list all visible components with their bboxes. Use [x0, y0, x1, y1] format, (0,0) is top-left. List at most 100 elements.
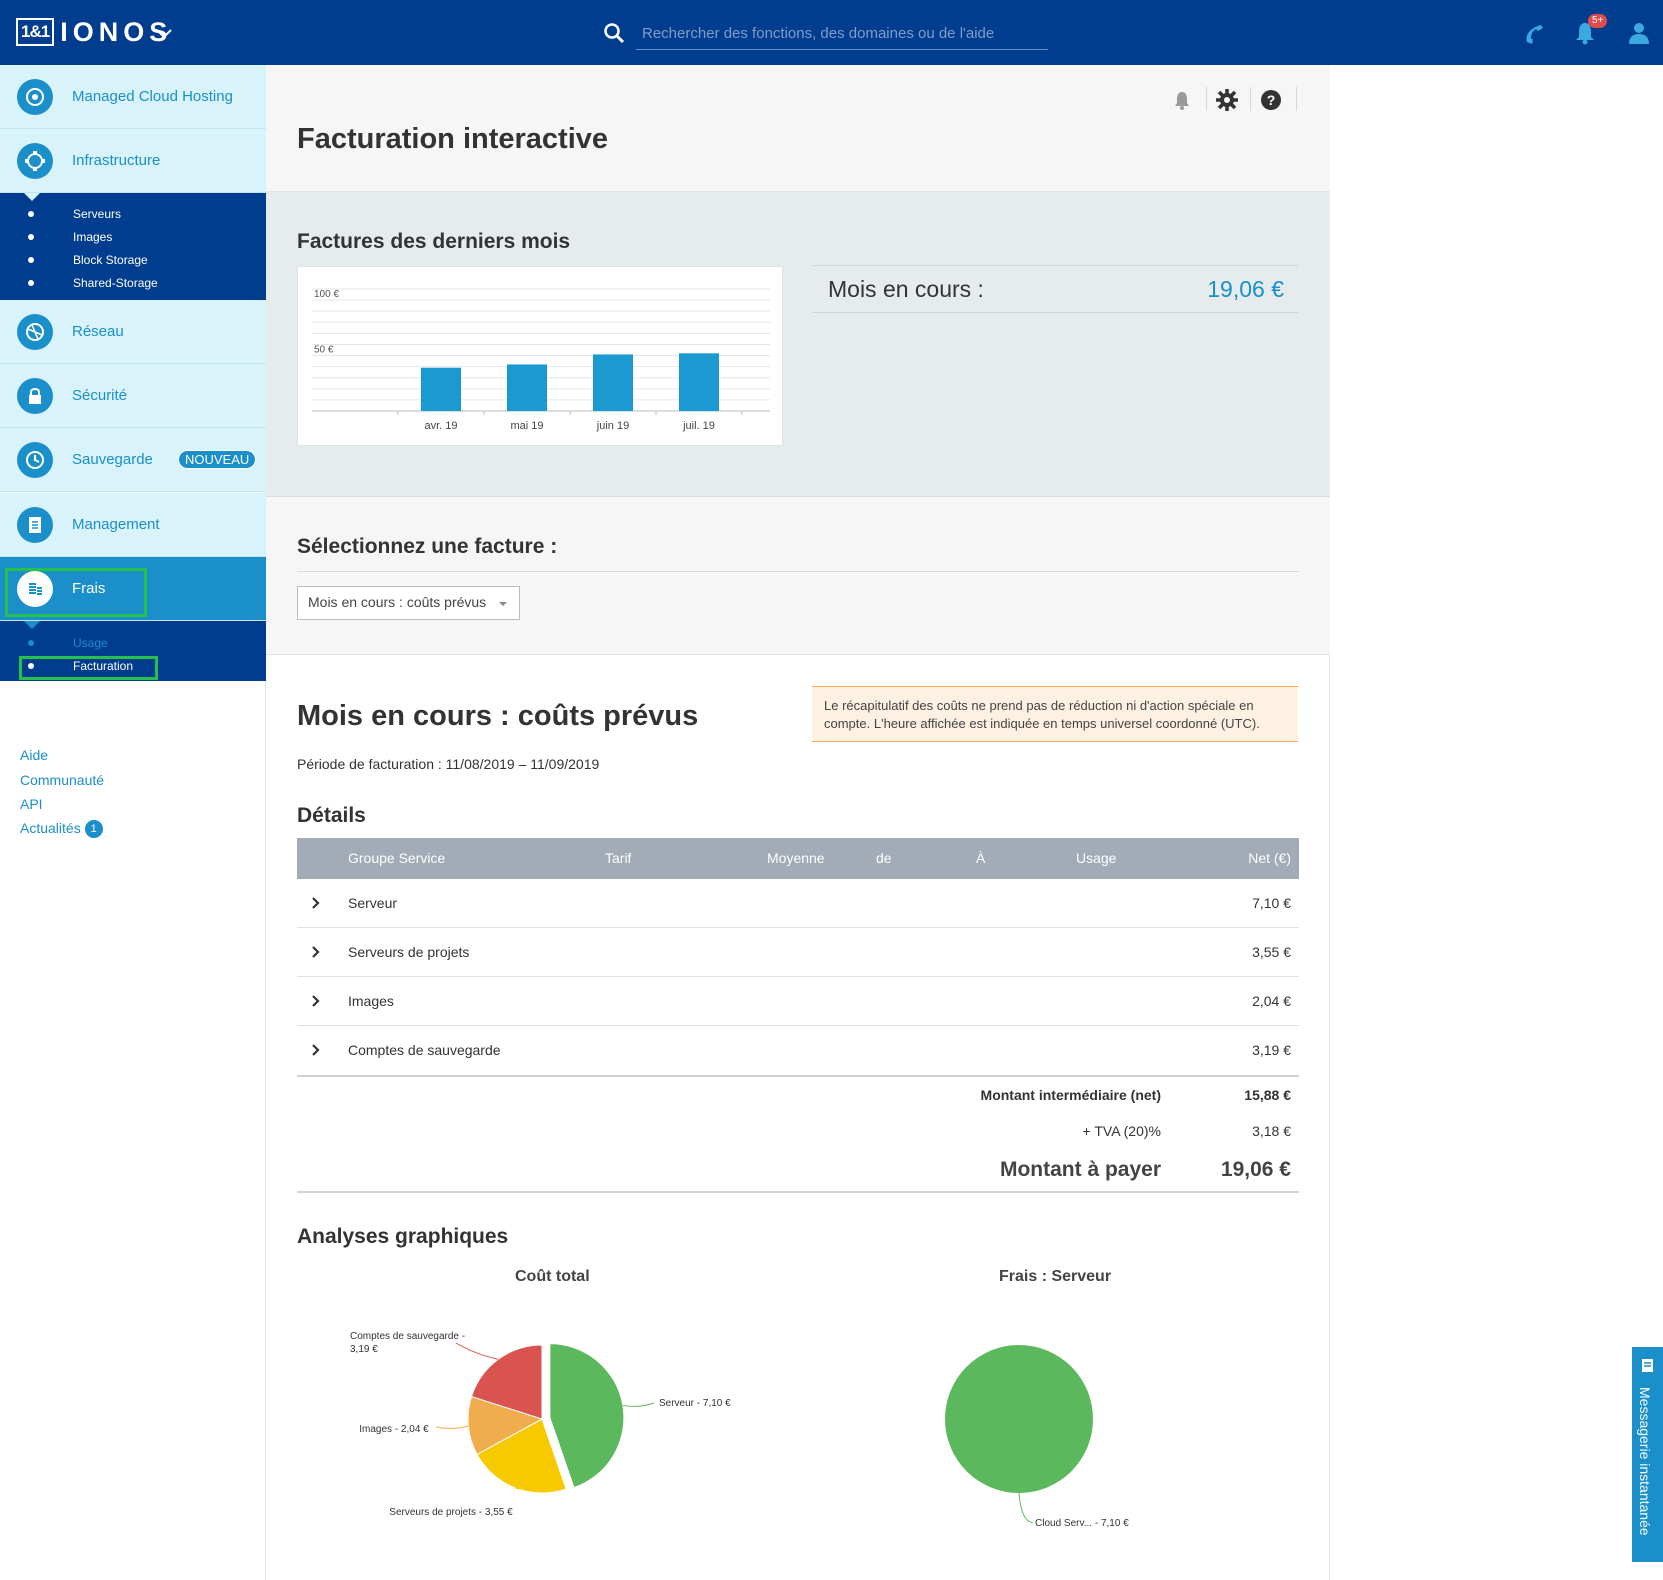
- pie-connector: [435, 1425, 469, 1430]
- pie-title: Coût total: [515, 1268, 590, 1285]
- subnav-images[interactable]: Images: [0, 225, 266, 248]
- row-net: 3,19 €: [1252, 1042, 1291, 1058]
- nav-securite[interactable]: Sécurité: [0, 364, 266, 428]
- pie-chart-total-cost: Serveur - 7,10 € Serveurs de projets - 3,…: [350, 1331, 731, 1518]
- pie-slice[interactable]: [476, 1418, 567, 1494]
- nav-managed-cloud-hosting[interactable]: Managed Cloud Hosting: [0, 65, 266, 129]
- invoice-dropdown[interactable]: Mois en cours : coûts prévus: [297, 586, 520, 620]
- subnav-shared-storage[interactable]: Shared-Storage: [0, 271, 266, 294]
- subnav-label: Block Storage: [73, 252, 148, 267]
- col-header[interactable]: Net (€): [1248, 850, 1291, 866]
- subnav-label: Usage: [73, 635, 108, 650]
- pie-slice[interactable]: [945, 1345, 1093, 1493]
- dropdown-value: Mois en cours : coûts prévus: [308, 594, 487, 610]
- chevron-right-icon[interactable]: [311, 1044, 321, 1056]
- chevron-right-icon[interactable]: [311, 946, 321, 958]
- col-header[interactable]: Groupe Service: [348, 850, 446, 866]
- help-icon[interactable]: ?: [1259, 88, 1283, 112]
- details-table: Groupe Service Tarif Moyenne de À Usage …: [297, 838, 1299, 1193]
- pie-label: Serveur - 7,10 €: [659, 1398, 731, 1409]
- link-label: Actualités: [20, 820, 81, 836]
- bar[interactable]: [421, 367, 461, 411]
- col-header[interactable]: de: [876, 850, 892, 866]
- phone-icon[interactable]: [1521, 20, 1547, 46]
- col-header[interactable]: À: [976, 850, 986, 866]
- row-name: Comptes de sauvegarde: [348, 1042, 501, 1058]
- subnav-label: Shared-Storage: [73, 275, 158, 290]
- logo-mark: 1&1: [16, 18, 55, 46]
- search-bar: [603, 18, 1048, 50]
- chevron-down-icon[interactable]: [155, 24, 173, 42]
- col-header[interactable]: Tarif: [605, 850, 632, 866]
- vat-row: + TVA (20)% 3,18 €: [297, 1113, 1299, 1149]
- caret-icon: [24, 193, 40, 201]
- subnav-serveurs[interactable]: Serveurs: [0, 202, 266, 225]
- table-row[interactable]: Comptes de sauvegarde 3,19 €: [297, 1026, 1299, 1075]
- link-aide[interactable]: Aide: [20, 747, 49, 763]
- costs-title: Mois en cours : coûts prévus: [297, 700, 699, 732]
- bar[interactable]: [679, 353, 719, 411]
- count-badge: 1: [84, 820, 103, 839]
- nav-management[interactable]: Management: [0, 493, 266, 557]
- cloud-hosting-icon: [17, 78, 53, 115]
- current-month-row: Mois en cours : 19,06 €: [812, 265, 1298, 313]
- total-row: Montant à payer 19,06 €: [297, 1149, 1299, 1193]
- row-net: 3,55 €: [1252, 944, 1291, 960]
- chevron-right-icon[interactable]: [311, 995, 321, 1007]
- subnav-label: Serveurs: [73, 206, 122, 221]
- subnav-label: Images: [73, 229, 113, 244]
- bar[interactable]: [507, 364, 547, 411]
- subnav-usage[interactable]: Usage: [0, 631, 266, 654]
- pie-connector: [1018, 1492, 1034, 1524]
- y-tick-label: 50 €: [314, 345, 334, 356]
- ionos-logo[interactable]: 1&1 IONOS: [16, 18, 172, 46]
- nav-reseau[interactable]: Réseau: [0, 300, 266, 364]
- nav-label: Sécurité: [72, 387, 128, 404]
- bell-icon[interactable]: [1572, 20, 1598, 46]
- nav-label: Infrastructure: [72, 152, 161, 169]
- user-icon[interactable]: [1626, 20, 1652, 46]
- billing-period: Période de facturation : 11/08/2019 – 11…: [297, 756, 600, 772]
- col-header[interactable]: Moyenne: [767, 850, 825, 866]
- infrastructure-subnav: Serveurs Images Block Storage Shared-Sto…: [0, 193, 266, 300]
- search-icon[interactable]: [603, 22, 625, 44]
- instant-messaging-tab[interactable]: Messagerie instantanée: [1632, 1347, 1663, 1562]
- pie-slice[interactable]: [549, 1343, 625, 1489]
- gear-icon[interactable]: [1215, 88, 1239, 112]
- bar[interactable]: [593, 354, 633, 411]
- pie-connector: [455, 1342, 499, 1360]
- link-actualites[interactable]: Actualités 1: [20, 820, 103, 839]
- chat-label: Messagerie instantanée: [1637, 1387, 1653, 1536]
- pie-slice[interactable]: [467, 1395, 544, 1456]
- chevron-right-icon[interactable]: [311, 897, 321, 909]
- bell-icon[interactable]: [1170, 88, 1194, 112]
- notification-badge: 5+: [1588, 14, 1608, 28]
- bullet-icon: [28, 279, 34, 286]
- table-row[interactable]: Serveur 7,10 €: [297, 879, 1299, 928]
- backup-clock-icon: [17, 441, 53, 478]
- link-communaute[interactable]: Communauté: [20, 772, 105, 788]
- subnav-facturation[interactable]: Facturation: [0, 654, 266, 677]
- subnav-block-storage[interactable]: Block Storage: [0, 248, 266, 271]
- x-tick-label: mai 19: [510, 420, 543, 432]
- table-row[interactable]: Serveurs de projets 3,55 €: [297, 928, 1299, 977]
- link-api[interactable]: API: [20, 796, 43, 812]
- nav-sauvegarde[interactable]: Sauvegarde NOUVEAU: [0, 428, 266, 492]
- details-title: Détails: [297, 804, 366, 827]
- total-label: Montant à payer: [999, 1158, 1161, 1181]
- pie-label: Cloud Serv... - 7,10 €: [1035, 1518, 1129, 1529]
- subtotal-value: 15,88 €: [1244, 1087, 1291, 1103]
- frais-subnav: Usage Facturation: [0, 621, 266, 681]
- network-icon: [17, 313, 53, 350]
- divider: [1206, 87, 1207, 111]
- nav-infrastructure[interactable]: Infrastructure: [0, 129, 266, 193]
- pie-chart-server-fees: Cloud Serv... - 7,10 €: [945, 1345, 1129, 1529]
- table-row[interactable]: Images 2,04 €: [297, 977, 1299, 1026]
- table-header: Groupe Service Tarif Moyenne de À Usage …: [297, 838, 1299, 879]
- bullet-icon: [28, 233, 34, 240]
- graphs-title: Analyses graphiques: [297, 1225, 509, 1248]
- col-header[interactable]: Usage: [1076, 850, 1117, 866]
- nav-frais[interactable]: Frais: [0, 557, 266, 621]
- search-input[interactable]: [636, 18, 1048, 50]
- row-net: 7,10 €: [1252, 895, 1291, 911]
